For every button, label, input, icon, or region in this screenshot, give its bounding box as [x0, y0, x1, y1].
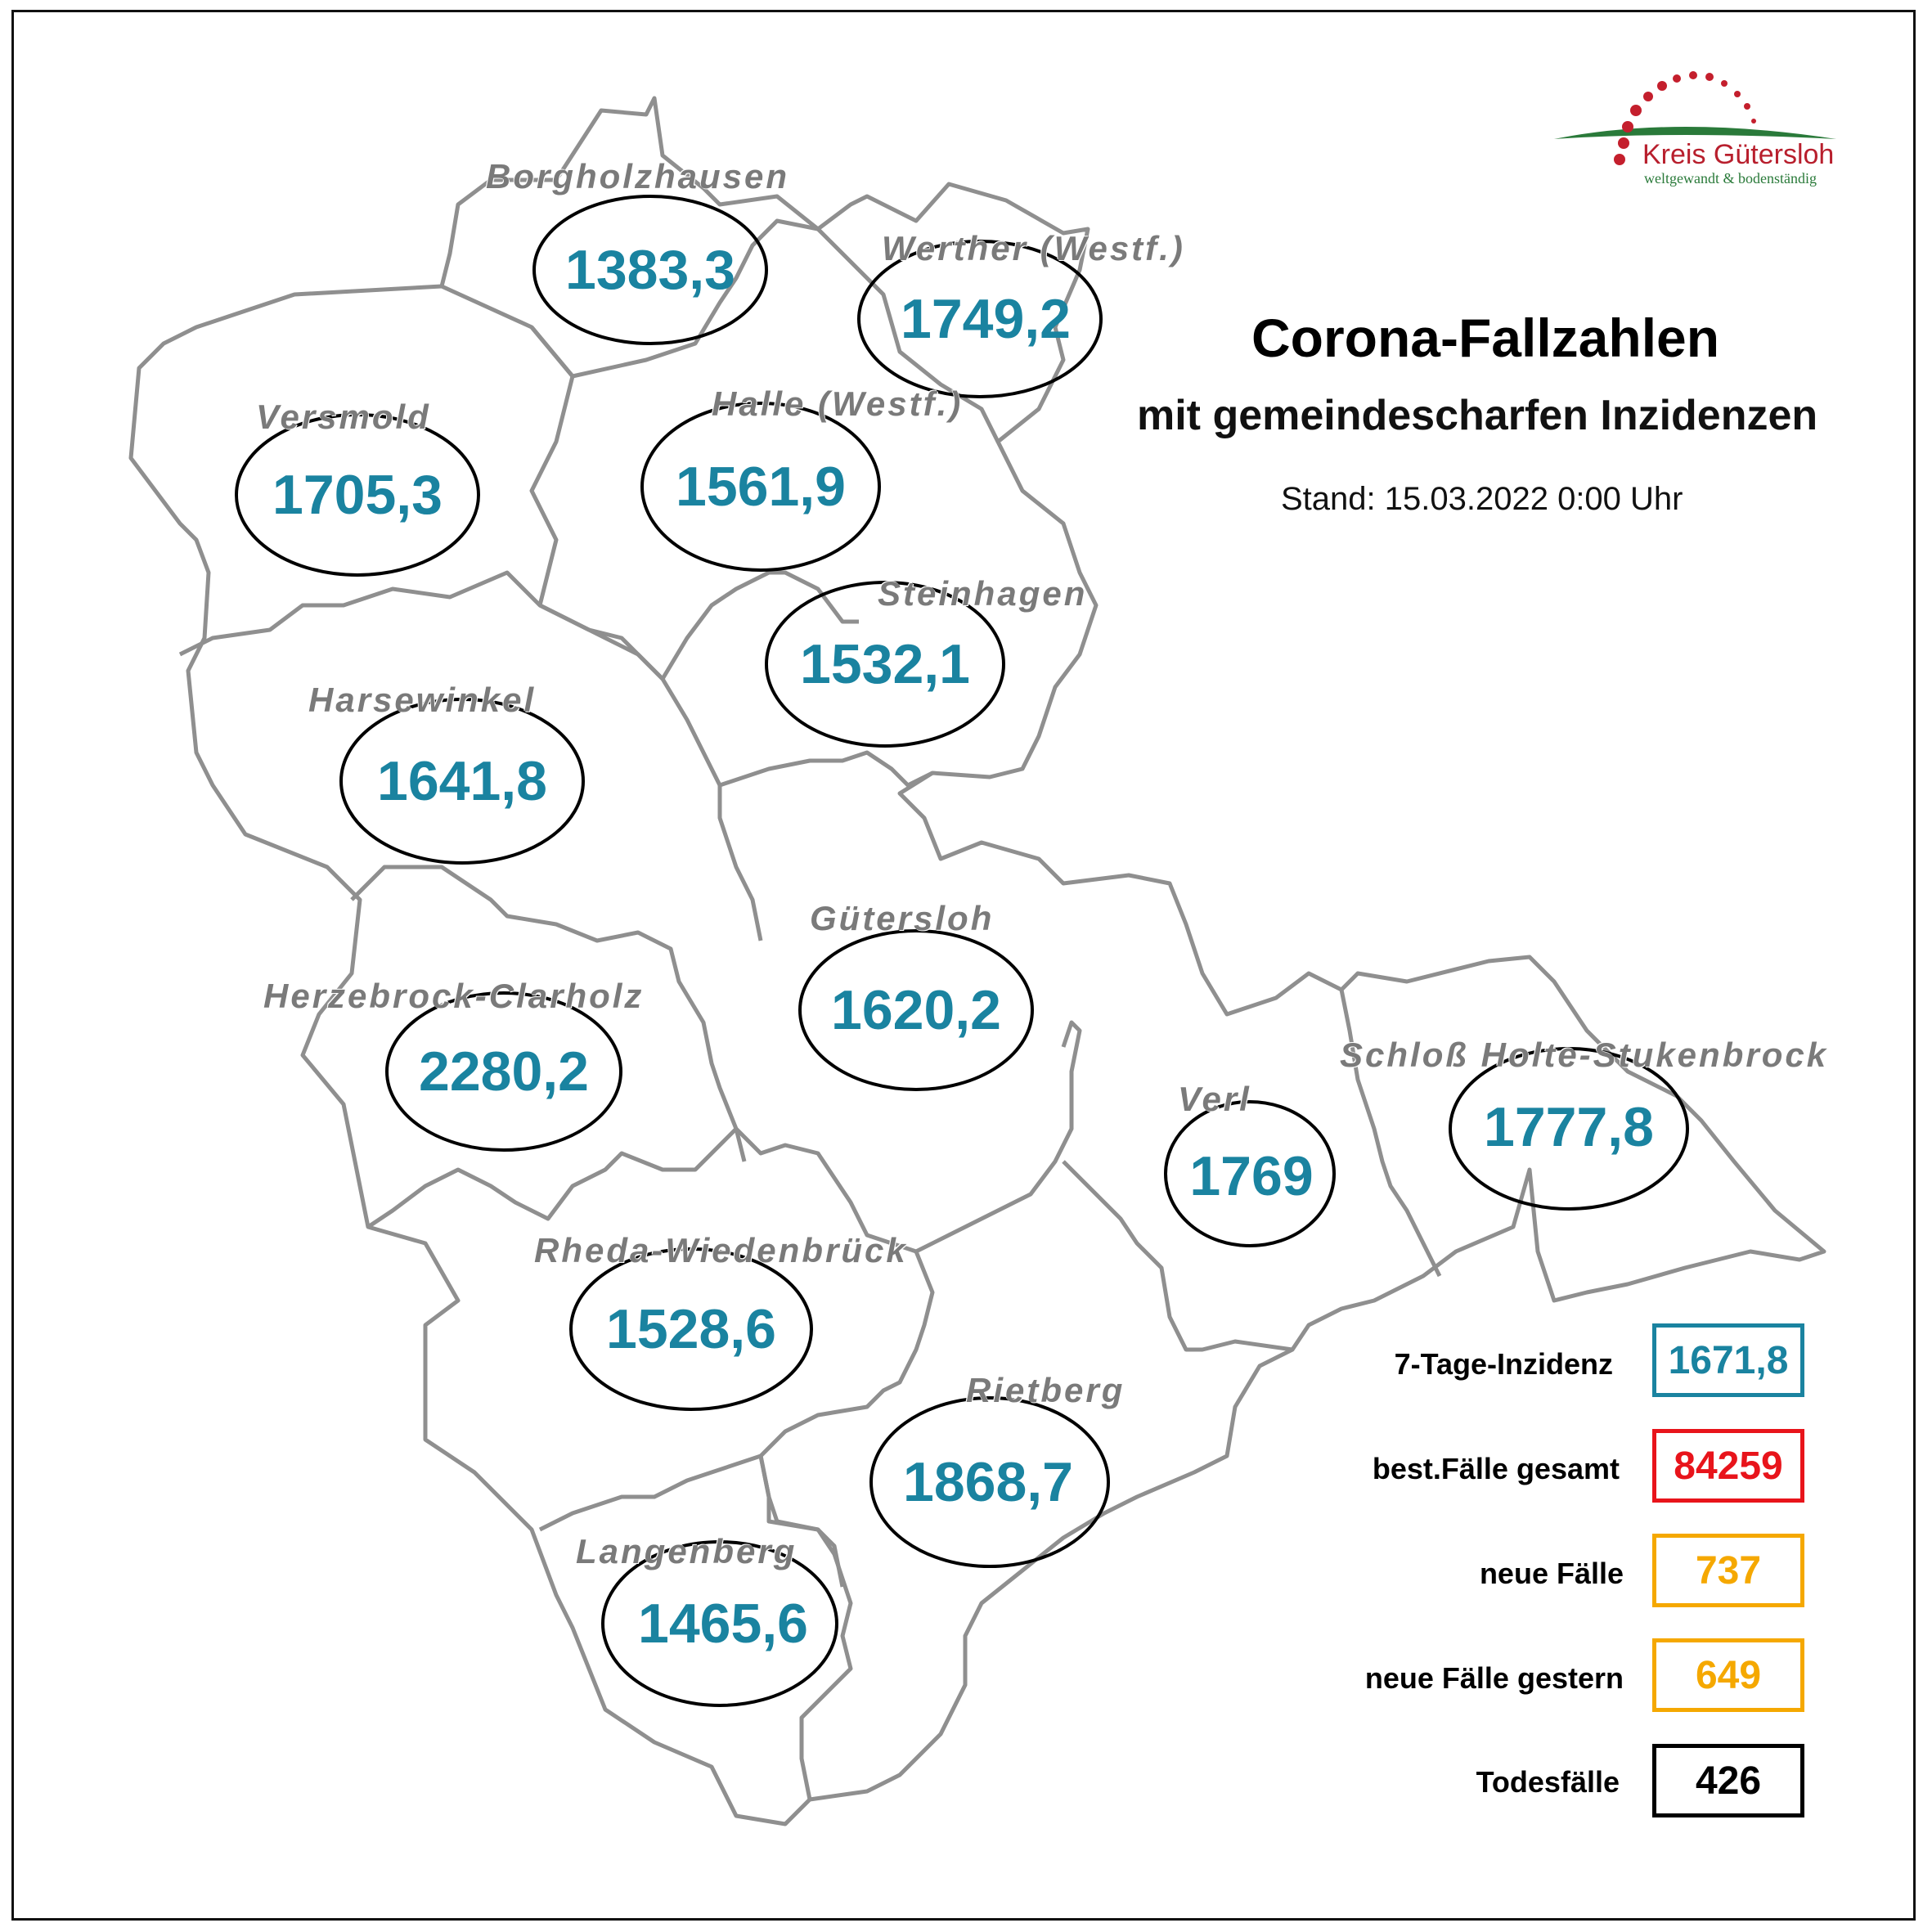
logo-emblem: [1554, 71, 1836, 165]
legend-label-new-yesterday: neue Fälle gestern: [1364, 1661, 1624, 1695]
label-verl: Verl: [1178, 1080, 1251, 1118]
ellipse-harsewinkel: [339, 698, 585, 865]
value-werther: 1749,2: [901, 288, 1071, 350]
stand-date: Stand: 15.03.2022 0:00 Uhr: [1281, 481, 1683, 517]
label-guetersloh: Gütersloh: [810, 899, 995, 937]
label-herzebrock: Herzebrock-Clarholz: [263, 977, 645, 1015]
map-frame: [11, 10, 1916, 1921]
border-verl-shs: [1339, 989, 1442, 1278]
label-shs: Schloß Holte-Stukenbrock: [1340, 1036, 1829, 1074]
border-harsewinkel-guetersloh: [660, 677, 763, 941]
value-rheda: 1528,6: [606, 1298, 776, 1360]
ellipse-rietberg: [869, 1396, 1110, 1568]
district-outline: [128, 96, 1826, 1826]
border-rheda-guetersloh: [735, 1127, 917, 1254]
value-rietberg: 1868,7: [903, 1451, 1073, 1513]
border-versmold-borgholzhausen: [440, 284, 575, 606]
value-versmold: 1705,3: [272, 464, 443, 526]
border-verl-rietberg: [1062, 1160, 1293, 1352]
ellipse-steinhagen: [765, 581, 1005, 748]
border-harsewinkel-herzebrock: [350, 865, 747, 1162]
value-borgholzhausen: 1383,3: [565, 239, 735, 301]
legend-box-incidence: 1671,8: [1652, 1323, 1804, 1397]
legend-label-total: best.Fälle gesamt: [1372, 1452, 1620, 1485]
logo-name: Kreis Gütersloh: [1642, 139, 1835, 170]
logo-slogan: weltgewandt & bodenständig: [1644, 170, 1817, 186]
border-langenberg-rietberg: [758, 1455, 853, 1800]
value-herzebrock: 2280,2: [419, 1040, 589, 1103]
value-shs: 1777,8: [1484, 1096, 1654, 1158]
legend-label-incidence: 7-Tage-Inzidenz: [1394, 1347, 1613, 1381]
value-halle: 1561,9: [676, 456, 846, 518]
ellipse-versmold: [235, 413, 480, 577]
label-harsewinkel: Harsewinkel: [308, 681, 537, 719]
label-werther: Werther (Westf.): [882, 229, 1185, 267]
ellipse-halle: [640, 402, 881, 572]
value-harsewinkel: 1641,8: [377, 750, 547, 812]
value-guetersloh: 1620,2: [831, 979, 1001, 1041]
ellipse-shs: [1449, 1047, 1689, 1211]
border-herzebrock-rheda: [366, 1127, 738, 1229]
ellipse-guetersloh: [798, 929, 1034, 1091]
border-steinhagen-guetersloh: [719, 750, 934, 788]
label-borgholzhausen: Borgholzhausen: [486, 157, 790, 195]
border-borgholzhausen-halle: [530, 218, 819, 379]
legend-box-new-yesterday: 649: [1652, 1638, 1804, 1712]
page-subtitle: mit gemeindescharfen Inzidenzen: [1137, 392, 1818, 439]
legend-box-new: 737: [1652, 1534, 1804, 1607]
label-rietberg: Rietberg: [966, 1371, 1126, 1409]
label-rheda: Rheda-Wiedenbrück: [534, 1231, 908, 1269]
ellipse-herzebrock: [385, 991, 622, 1152]
ellipse-rheda: [569, 1247, 813, 1411]
value-verl: 1769: [1189, 1145, 1314, 1207]
label-halle: Halle (Westf.): [712, 384, 964, 423]
legend-box-deaths: 426: [1652, 1744, 1804, 1817]
label-steinhagen: Steinhagen: [878, 574, 1088, 613]
ellipse-borgholzhausen: [532, 195, 768, 345]
ellipse-langenberg: [601, 1540, 838, 1707]
page-title: Corona-Fallzahlen: [1251, 308, 1720, 368]
border-halle-steinhagen: [538, 570, 859, 681]
legend-label-new: neue Fälle: [1479, 1557, 1624, 1590]
legend-box-total: 84259: [1652, 1429, 1804, 1503]
border-halle-werther: [816, 227, 1000, 443]
ellipse-werther: [857, 240, 1103, 398]
value-steinhagen: 1532,1: [800, 633, 970, 695]
border-rheda-rietberg: [759, 1251, 935, 1458]
border-harsewinkel-north: [178, 570, 664, 681]
label-versmold: Versmold: [256, 398, 431, 436]
legend-label-deaths: Todesfälle: [1476, 1765, 1620, 1799]
ellipse-verl: [1164, 1100, 1336, 1247]
border-guetersloh-verl: [914, 1020, 1082, 1254]
label-langenberg: Langenberg: [576, 1532, 798, 1570]
value-langenberg: 1465,6: [638, 1593, 808, 1655]
